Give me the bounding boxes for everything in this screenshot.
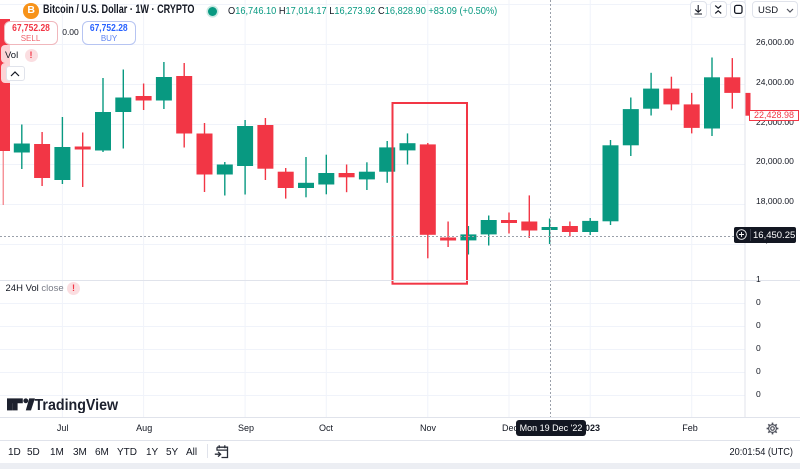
svg-text:TradingView: TradingView [34,398,118,413]
